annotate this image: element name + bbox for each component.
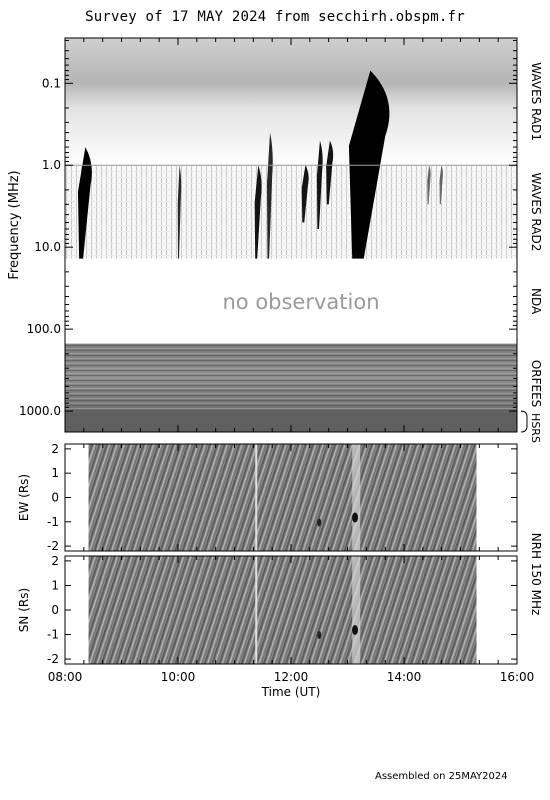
no-observation-label: no observation — [222, 290, 379, 314]
nrh-source — [352, 625, 359, 635]
orfees-texture — [65, 343, 517, 412]
sn-y-tick-label: 2 — [51, 554, 59, 568]
ew-y-axis-label: EW (Rs) — [17, 474, 31, 521]
instrument-label-waves-rad1: WAVES RAD1 — [529, 62, 543, 141]
ew-y-tick-label: 1 — [51, 466, 59, 480]
instrument-label-nda: NDA — [529, 288, 543, 315]
x-tick-label: 12:00 — [274, 670, 309, 684]
nrh-image — [88, 444, 477, 551]
instrument-label-waves-rad2: WAVES RAD2 — [529, 173, 543, 252]
y-tick-label: 10.0 — [34, 240, 61, 254]
ew-y-tick-label: -1 — [47, 515, 59, 529]
band-waves-rad1 — [65, 38, 517, 166]
y-tick-label: 1000.0 — [19, 404, 61, 418]
burst-10 — [439, 165, 443, 205]
burst-7 — [326, 140, 334, 205]
nrh-source — [317, 631, 322, 639]
y-tick-label: 0.1 — [42, 76, 61, 90]
y-tick-label: 1.0 — [42, 158, 61, 172]
x-tick-label: 14:00 — [387, 670, 422, 684]
instrument-label-orfees: ORFEES — [529, 360, 543, 407]
y-axis-label: Frequency (MHz) — [7, 170, 22, 279]
sn-y-axis-label: SN (Rs) — [17, 588, 31, 632]
hsrs-bracket — [520, 410, 528, 433]
nrh-bright-stripe — [255, 556, 258, 664]
x-axis-label: Time (UT) — [261, 685, 321, 699]
nrh-bright-stripe — [255, 444, 258, 551]
burst-1 — [77, 147, 92, 259]
ew-y-tick-label: 2 — [51, 442, 59, 456]
nrh-bright-stripe — [352, 444, 361, 551]
x-tick-label: 10:00 — [161, 670, 196, 684]
burst-9 — [427, 165, 431, 205]
sn-y-tick-label: -2 — [47, 652, 59, 666]
nrh-instrument-label: NRH 150 MHz — [529, 533, 543, 616]
x-tick-label: 16:00 — [500, 670, 535, 684]
band-nda — [65, 258, 517, 344]
burst-4 — [266, 132, 273, 259]
assembled-note: Assembled on 25MAY2024 — [375, 771, 508, 782]
burst-5 — [301, 165, 309, 223]
ew-y-tick-label: 0 — [51, 491, 59, 505]
instrument-label-hsrs: HSRS — [529, 413, 542, 443]
y-tick-label: 100.0 — [27, 322, 61, 336]
sn-y-tick-label: -1 — [47, 628, 59, 642]
nrh-image — [88, 556, 477, 664]
nrh-source — [317, 518, 322, 527]
band-waves-rad2 — [65, 165, 517, 259]
nrh-bright-stripe — [352, 556, 361, 664]
burst-2 — [177, 165, 182, 259]
sn-y-tick-label: 0 — [51, 603, 59, 617]
burst-8 — [348, 70, 390, 259]
chart-title: Survey of 17 MAY 2024 from secchirh.obsp… — [85, 9, 465, 25]
burst-6 — [316, 140, 323, 230]
x-tick-label: 08:00 — [48, 670, 83, 684]
nrh-source — [352, 512, 359, 523]
sn-y-tick-label: 1 — [51, 578, 59, 592]
ew-y-tick-label: -2 — [47, 539, 59, 553]
burst-3 — [254, 165, 262, 259]
